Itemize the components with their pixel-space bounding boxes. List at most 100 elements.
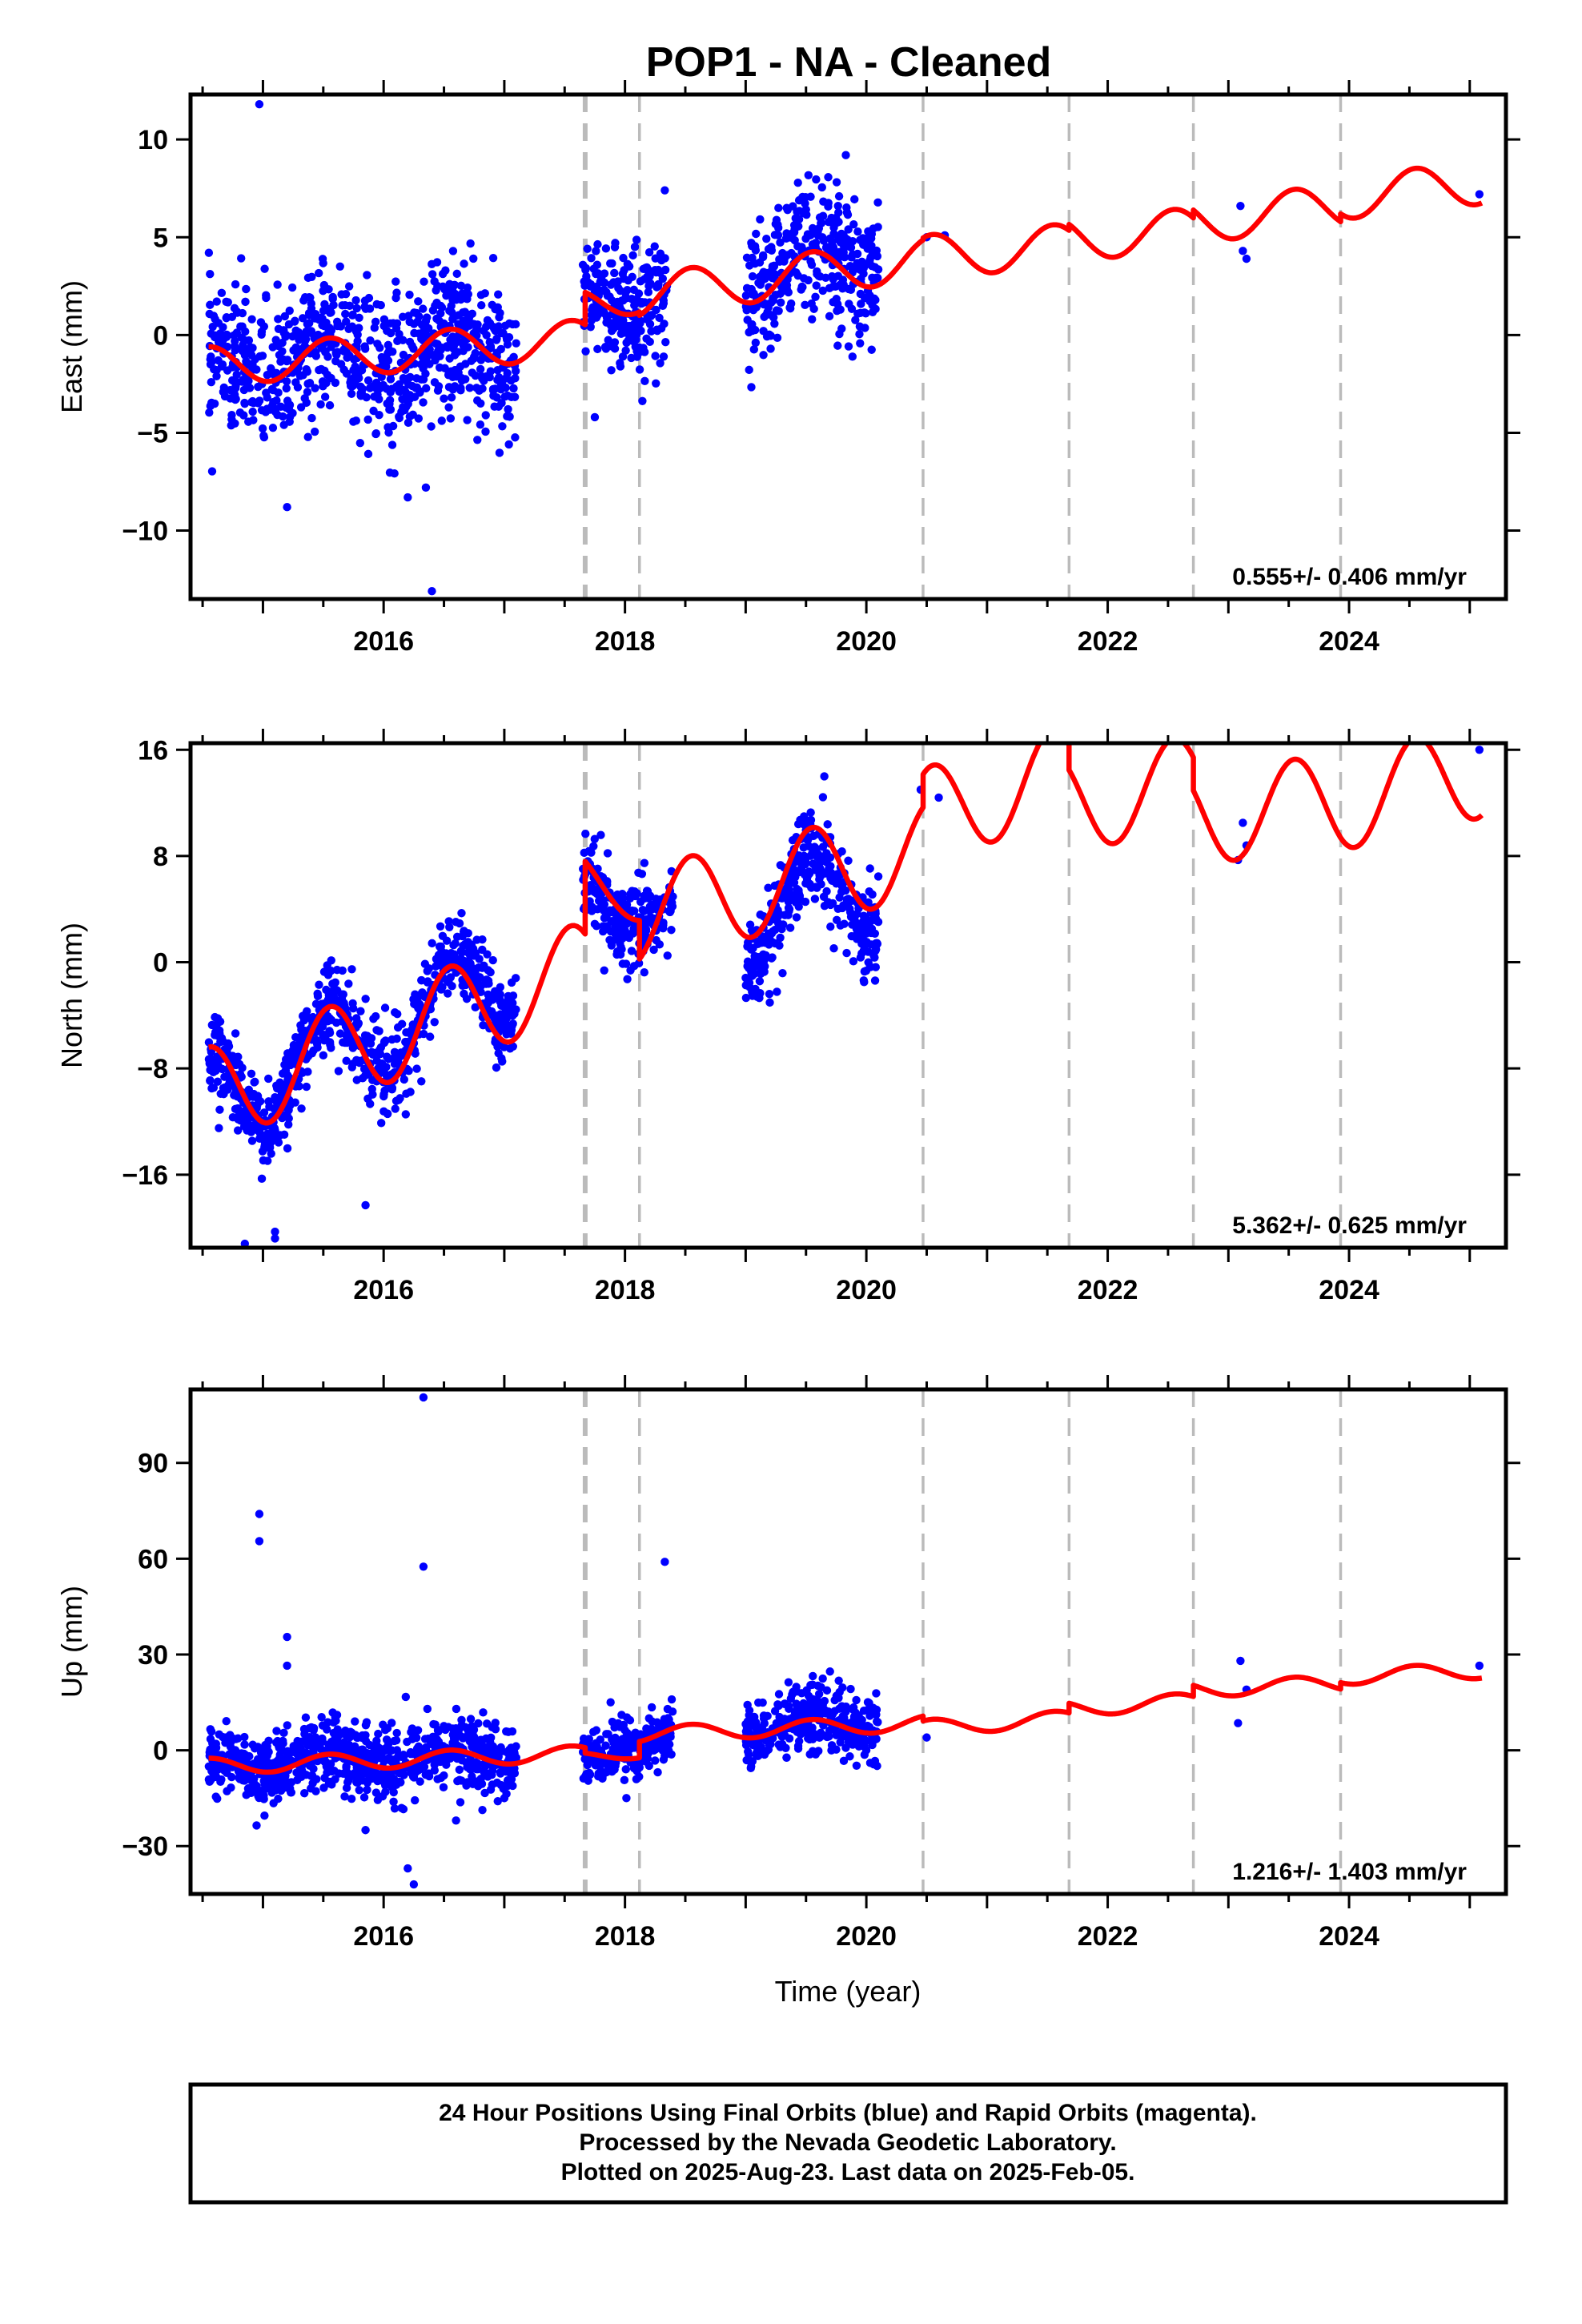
data-point [300, 394, 309, 403]
data-point [424, 324, 433, 333]
data-point [269, 1799, 278, 1807]
data-point [493, 1796, 502, 1806]
data-point [583, 244, 592, 253]
data-point [464, 1727, 473, 1735]
data-point [337, 994, 347, 1003]
data-point [260, 264, 269, 273]
data-point [803, 230, 813, 239]
y-tick-label: 16 [138, 735, 168, 766]
data-point [276, 1085, 285, 1094]
data-point [484, 976, 493, 986]
data-point [507, 392, 516, 402]
data-point [488, 253, 498, 263]
data-point [865, 1706, 874, 1715]
data-point [339, 1741, 348, 1750]
data-point [376, 1119, 386, 1128]
data-point [320, 392, 330, 401]
data-point [430, 378, 440, 387]
data-point [507, 978, 516, 987]
data-point [209, 312, 219, 320]
data-point [769, 313, 778, 322]
data-point [590, 412, 600, 422]
data-point [630, 887, 639, 896]
data-points-up [204, 1393, 1484, 1889]
data-point [835, 893, 844, 902]
data-point [612, 315, 620, 324]
data-point [360, 296, 370, 305]
data-point [311, 348, 320, 357]
x-tick-label: 2024 [1319, 1921, 1379, 1952]
data-point [325, 1028, 335, 1037]
data-point [475, 955, 484, 963]
data-point [389, 1797, 398, 1807]
data-point [610, 344, 620, 353]
data-point [291, 316, 299, 325]
data-point [268, 424, 278, 432]
data-point [793, 207, 801, 216]
data-point [419, 364, 428, 373]
data-point [596, 830, 605, 839]
data-point [762, 235, 771, 243]
data-point [380, 356, 389, 365]
data-point [457, 1715, 466, 1724]
data-point [820, 772, 829, 781]
data-point [512, 339, 520, 348]
data-point [271, 1227, 279, 1236]
data-point [640, 919, 649, 928]
data-point [658, 301, 668, 311]
data-point [642, 315, 652, 324]
data-point [205, 1059, 214, 1068]
data-point [833, 904, 842, 914]
data-point [395, 413, 404, 423]
data-point [501, 1767, 511, 1776]
data-point [373, 1795, 383, 1804]
x-tick-label: 2018 [595, 626, 656, 657]
data-point [420, 1763, 429, 1771]
data-point [630, 300, 639, 310]
model-curve-east [208, 165, 1484, 384]
data-point [247, 1136, 257, 1145]
data-point [755, 958, 765, 967]
data-point [857, 263, 865, 272]
data-point [776, 238, 785, 247]
data-point [213, 1077, 223, 1086]
data-point [869, 1735, 878, 1745]
data-point [601, 244, 611, 253]
data-point [333, 348, 342, 356]
data-point [258, 1147, 267, 1156]
data-point [204, 248, 214, 257]
data-point [370, 1751, 379, 1760]
data-point [498, 422, 507, 431]
data-point [747, 1762, 756, 1771]
data-point [849, 219, 858, 229]
data-point [842, 948, 851, 958]
data-point [351, 296, 360, 305]
data-point [828, 1710, 837, 1719]
data-point [839, 1756, 849, 1766]
data-point [647, 1703, 656, 1712]
data-point [822, 858, 831, 867]
data-point [809, 1671, 817, 1681]
data-point [272, 1727, 281, 1735]
data-point [216, 1777, 225, 1787]
data-point [232, 370, 241, 379]
data-point [314, 1740, 323, 1749]
data-point [463, 416, 472, 424]
data-point [351, 1019, 360, 1029]
panel-north: −16 −8 0 8 16 2016 2018 2020 2022 2024 North (mm) 5… [55, 729, 1520, 1305]
data-point [435, 942, 444, 951]
data-point [1236, 201, 1245, 211]
data-point [432, 339, 440, 348]
data-point [361, 1826, 370, 1835]
data-point [319, 280, 329, 290]
data-point [485, 337, 494, 347]
data-point [331, 995, 339, 1005]
data-point [299, 1768, 307, 1777]
data-point [387, 1756, 396, 1766]
data-point [807, 260, 817, 269]
y-tick-label: 8 [153, 842, 168, 872]
data-point [619, 253, 628, 263]
data-point [640, 376, 649, 386]
data-point [283, 1721, 291, 1730]
data-point [303, 432, 312, 441]
